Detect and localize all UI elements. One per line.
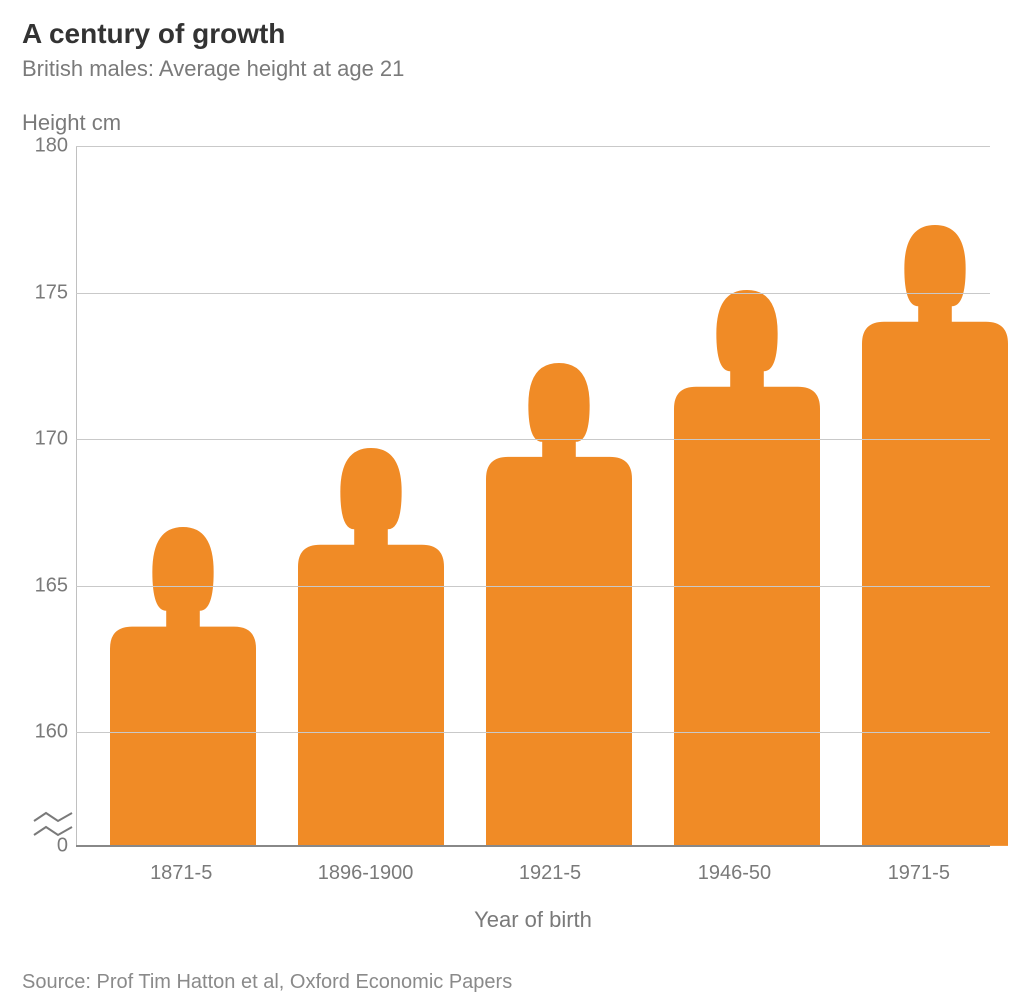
y-tick-label: 165 [35, 574, 68, 597]
x-tick-label: 1946-50 [663, 862, 805, 885]
chart-area: 1801751701651600 [22, 146, 1002, 846]
x-tick-label: 1896-1900 [294, 862, 436, 885]
chart-subtitle: British males: Average height at age 21 [22, 56, 1002, 82]
bar-silhouette [298, 448, 444, 846]
y-axis: 1801751701651600 [22, 146, 76, 846]
gridline [76, 146, 990, 147]
source-text: Source: Prof Tim Hatton et al, Oxford Ec… [22, 971, 1002, 994]
x-tick-label: 1871-5 [110, 862, 252, 885]
y-axis-label: Height cm [22, 110, 1002, 136]
y-tick-label: 160 [35, 721, 68, 744]
gridline [76, 586, 990, 587]
gridline [76, 732, 990, 733]
x-tick-label: 1921-5 [479, 862, 621, 885]
gridline [76, 439, 990, 440]
x-axis-labels: 1871-5 1896-1900 1921-5 1946-50 1971-5 [76, 862, 990, 885]
y-tick-label: 180 [35, 135, 68, 158]
y-tick-label: 175 [35, 281, 68, 304]
bars-layer [76, 146, 990, 846]
bar-silhouette [110, 527, 256, 846]
gridline [76, 293, 990, 294]
x-axis-line [76, 845, 990, 847]
bar-silhouette [486, 363, 632, 846]
bar-silhouette [862, 225, 1008, 846]
x-tick-label: 1971-5 [848, 862, 990, 885]
plot-area [76, 146, 990, 846]
bar-silhouette [674, 290, 820, 846]
y-tick-label: 170 [35, 428, 68, 451]
x-axis-title: Year of birth [76, 907, 990, 933]
axis-break-icon [32, 811, 74, 839]
chart-title: A century of growth [22, 18, 1002, 50]
